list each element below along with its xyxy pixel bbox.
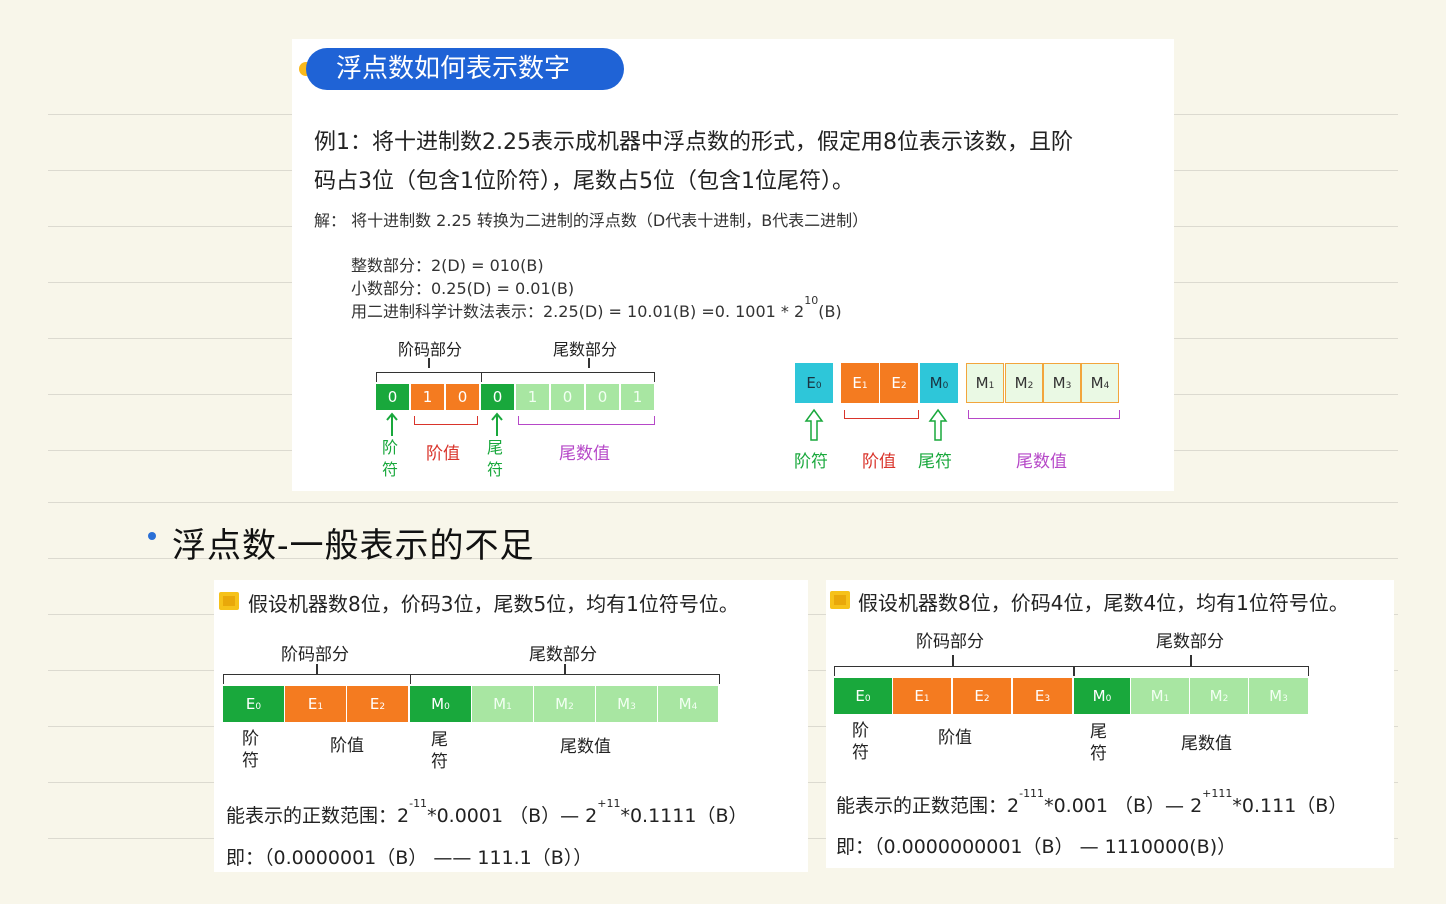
bit-cell: 1 (411, 384, 444, 410)
up-arrow-icon (491, 412, 503, 436)
br-range: 能表示的正数范围：2-111*0.001 （B）— 2+111*0.111（B） (836, 787, 1348, 817)
bit-cell: 0 (376, 384, 409, 410)
bl-exp-label: 阶码部分 (281, 645, 349, 665)
mant-bracket (481, 372, 655, 382)
exp-value-brace (844, 410, 919, 419)
scientific-notation: 用二进制科学计数法表示：2.25(D) = 10.01(B) =0. 1001 … (351, 294, 842, 321)
bl-equals: 即：（0.0000001（B） —— 111.1（B）） (226, 847, 593, 869)
chip-icon (219, 592, 239, 610)
bracket-stem (952, 655, 954, 666)
mant-value-label: 尾数值 (559, 444, 610, 464)
bit-cell: 1 (621, 384, 654, 410)
br-mant-bracket (1074, 666, 1309, 676)
mant-sign-label: 尾符 (487, 438, 504, 479)
exp-value-label: 阶值 (862, 452, 896, 472)
bottom-right-panel (826, 580, 1394, 868)
hollow-up-arrow-icon (804, 408, 824, 441)
bottom-left-panel (214, 580, 808, 872)
bit-cell: 0 (586, 384, 619, 410)
section-title: 浮点数如何表示数字 (306, 48, 624, 90)
solution-line: 解： 将十进制数 2.25 转换为二进制的浮点数（D代表十进制，B代表二进制） (314, 211, 869, 230)
mant-part-label: 尾数部分 (553, 340, 618, 359)
br-mant-sign: 尾符 (1090, 722, 1107, 764)
br-header: 假设机器数8位，价码4位，尾数4位，均有1位符号位。 (858, 591, 1349, 615)
bl-range: 能表示的正数范围：2-11*0.0001 （B）— 2+11*0.1111（B） (226, 797, 748, 827)
bracket-stem (1190, 655, 1192, 666)
mant-sign-label: 尾符 (918, 452, 952, 472)
br-mant-label: 尾数部分 (1156, 632, 1224, 652)
bl-mant-bracket (410, 674, 720, 684)
handwritten-note: 浮点数-一般表示的不足 (172, 526, 535, 566)
integer-part: 整数部分：2(D) = 010(B) (351, 256, 544, 275)
exp-sign-label: 阶符 (382, 438, 399, 479)
rule-line (48, 558, 1398, 559)
exp-part-label: 阶码部分 (398, 340, 463, 359)
example-line-1: 例1：将十进制数2.25表示成机器中浮点数的形式，假定用8位表示该数，且阶 (314, 130, 1073, 155)
bl-mant-sign: 尾符 (431, 730, 448, 772)
up-arrow-icon (386, 412, 398, 436)
bl-exp-value: 阶值 (330, 736, 364, 756)
bracket-stem (564, 664, 566, 674)
bl-mant-label: 尾数部分 (529, 645, 597, 665)
bl-exp-sign: 阶符 (242, 729, 259, 771)
bit-cell: 1 (516, 384, 549, 410)
fraction-part: 小数部分：0.25(D) = 0.01(B) (351, 279, 575, 298)
exp-bracket (376, 372, 482, 382)
mant-value-brace (518, 416, 655, 425)
br-exp-label: 阶码部分 (916, 632, 984, 652)
bl-header: 假设机器数8位，价码3位，尾数5位，均有1位符号位。 (248, 592, 739, 616)
exp-sign-label: 阶符 (794, 452, 828, 472)
br-exp-sign: 阶符 (852, 721, 869, 763)
example-line-2: 码占3位（包含1位阶符），尾数占5位（包含1位尾符）。 (314, 169, 854, 194)
bit-cell: 0 (446, 384, 479, 410)
bit-cell: 0 (551, 384, 584, 410)
rule-line (48, 502, 1398, 503)
exp-value-label: 阶值 (426, 444, 460, 464)
br-exp-value: 阶值 (938, 728, 972, 748)
br-exp-bracket (834, 666, 1074, 676)
bracket-stem (588, 358, 590, 368)
mant-value-brace (968, 410, 1120, 419)
br-mant-value: 尾数值 (1181, 734, 1232, 754)
bullet-dot (148, 532, 156, 540)
bracket-stem (316, 664, 318, 674)
br-equals: 即：（0.0000000001（B） — 1110000(B)） (836, 836, 1237, 858)
bit-cell: 0 (481, 384, 514, 410)
mant-value-label: 尾数值 (1016, 452, 1067, 472)
bl-mant-value: 尾数值 (560, 737, 611, 757)
example-panel (292, 39, 1174, 491)
chip-icon (830, 591, 850, 609)
exp-value-brace (414, 416, 478, 425)
bracket-stem (428, 358, 430, 368)
bl-exp-bracket (223, 674, 411, 684)
hollow-up-arrow-icon (928, 408, 948, 441)
